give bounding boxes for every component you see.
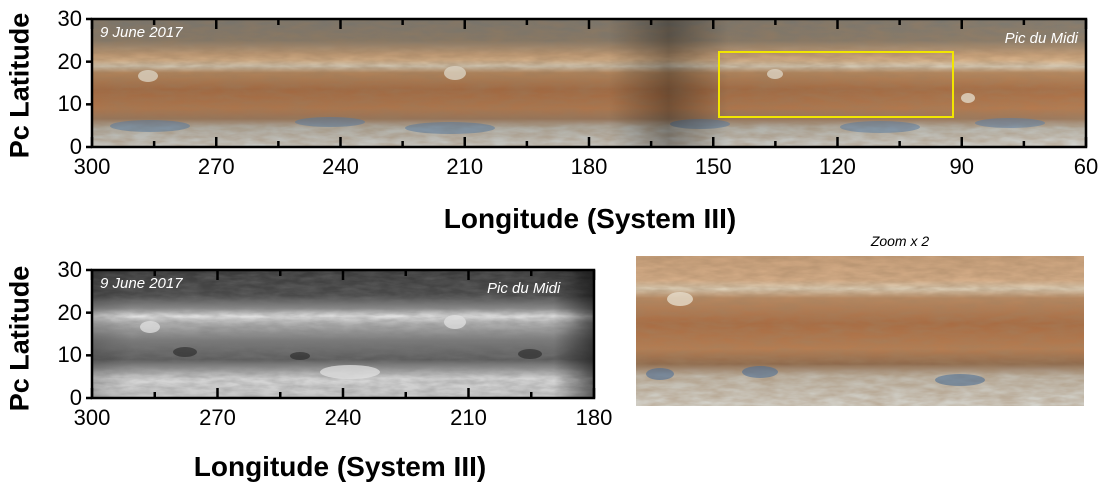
- bottom-y-axis-label: Pc Latitude: [4, 265, 35, 412]
- x-tick-label: 150: [694, 154, 732, 179]
- y-tick-label: 20: [57, 48, 82, 74]
- x-tick-label: 60: [1073, 154, 1099, 179]
- x-tick-label: 210: [446, 154, 484, 179]
- y-tick-label: 10: [57, 91, 82, 117]
- x-tick-label: 180: [570, 154, 608, 179]
- x-tick-label: 210: [450, 405, 487, 430]
- x-tick-label: 240: [322, 154, 359, 179]
- bottom-jupiter-image: [92, 270, 594, 398]
- zoom-label: Zoom x 2: [870, 233, 930, 249]
- y-tick-label: 30: [57, 257, 82, 282]
- x-tick-label: 300: [73, 405, 111, 430]
- bottom-observatory-label: Pic du Midi: [487, 280, 561, 297]
- top-date-label: 9 June 2017: [100, 24, 183, 41]
- y-tick-label: 30: [57, 6, 82, 31]
- y-tick-label: 20: [57, 299, 82, 325]
- top-x-axis-label: Longitude (System III): [443, 203, 737, 234]
- top-axis-ticks: [86, 17, 1088, 149]
- y-tick-label: 0: [69, 134, 82, 159]
- y-tick-label: 10: [57, 342, 82, 368]
- top-jupiter-image: [92, 19, 1086, 147]
- bottom-axis-ticks: [86, 268, 596, 400]
- x-tick-label: 240: [324, 405, 362, 430]
- x-tick-label: 300: [73, 154, 111, 179]
- x-tick-label: 270: [199, 405, 236, 430]
- top-y-axis-label: Pc Latitude: [4, 12, 35, 159]
- zoom-region-box: [718, 51, 954, 118]
- bottom-date-label: 9 June 2017: [100, 275, 183, 292]
- top-observatory-label: Pic du Midi: [1004, 30, 1078, 47]
- y-tick-label: 0: [69, 385, 82, 410]
- bottom-x-axis-label: Longitude (System III): [193, 451, 487, 482]
- x-tick-label: 90: [949, 154, 974, 179]
- zoom-jupiter-image: [636, 256, 1084, 406]
- x-tick-label: 120: [819, 154, 856, 179]
- x-tick-label: 180: [575, 405, 613, 430]
- x-tick-label: 270: [197, 154, 235, 179]
